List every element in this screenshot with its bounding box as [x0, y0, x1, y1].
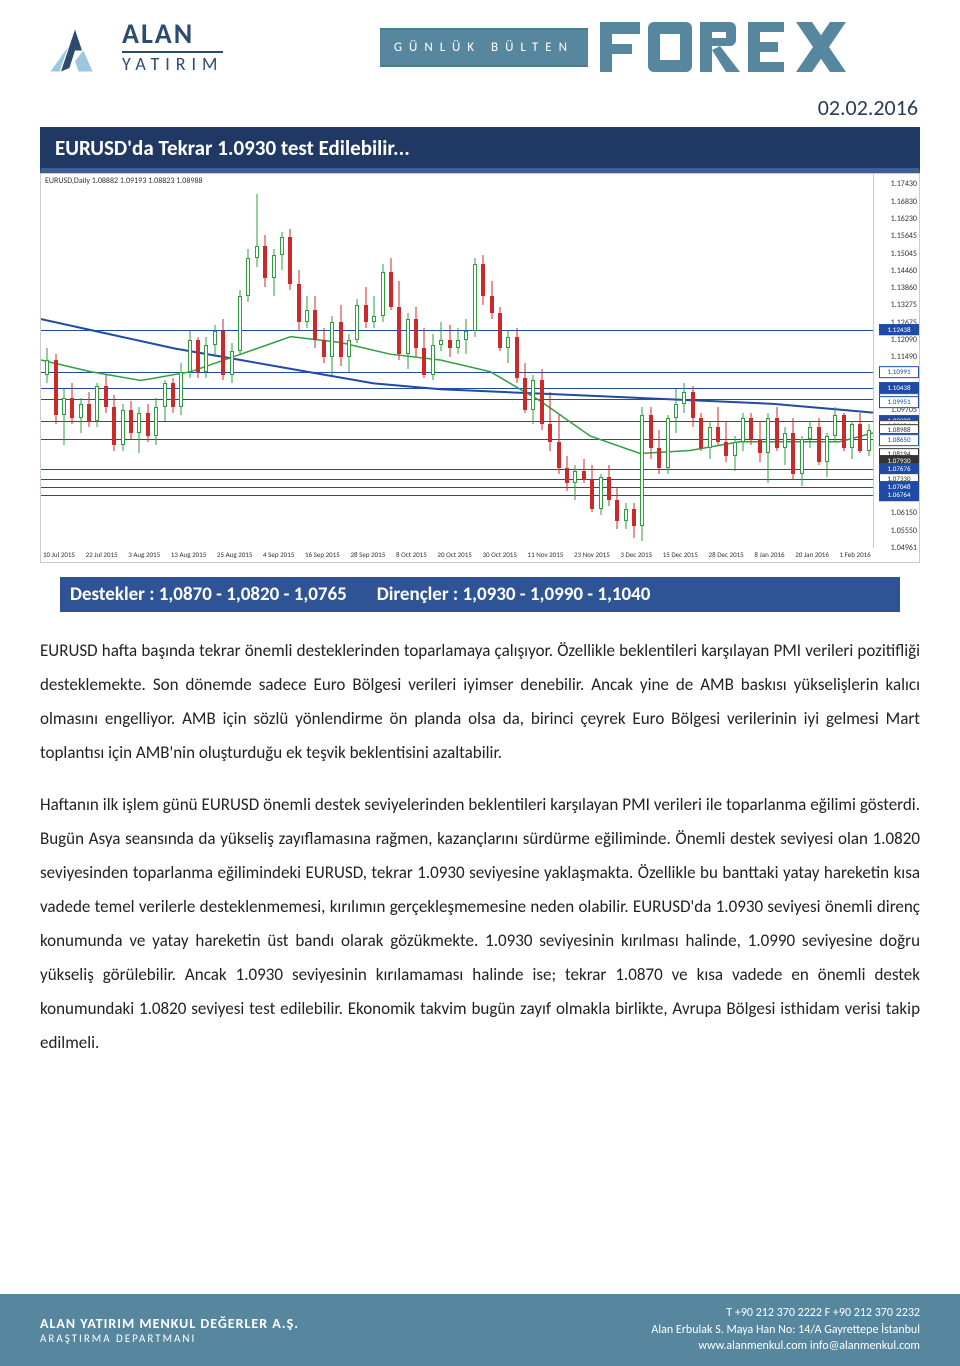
footer-phones: T +90 212 370 2222 F +90 212 370 2232: [651, 1305, 920, 1322]
y-tick: 1.13860: [891, 283, 917, 293]
x-tick: 28 Sep 2015: [350, 550, 385, 562]
x-tick: 30 Oct 2015: [482, 550, 516, 562]
title-text: EURUSD'da Tekrar 1.0930 test Edilebilir.…: [55, 135, 410, 161]
support-values: 1,0870 - 1,0820 - 1,0765: [159, 583, 347, 606]
y-tick: 1.05550: [891, 526, 917, 536]
x-tick: 1 Feb 2016: [840, 550, 871, 562]
price-tag: 1.06764: [879, 490, 919, 502]
x-tick: 3 Aug 2015: [128, 550, 160, 562]
x-tick: 8 Oct 2015: [396, 550, 427, 562]
footer-address: Alan Erbulak S. Maya Han No: 14/A Gayret…: [651, 1322, 920, 1339]
analysis-paragraph-1: EURUSD hafta başında tekrar önemli deste…: [40, 634, 920, 770]
x-tick: 25 Aug 2015: [217, 550, 252, 562]
y-tick: 1.06150: [891, 508, 917, 518]
x-tick: 15 Dec 2015: [663, 550, 698, 562]
resistance-label: Dirençler :: [377, 583, 458, 606]
x-tick: 13 Aug 2015: [171, 550, 206, 562]
y-tick: 1.15045: [891, 249, 917, 259]
footer-web: www.alanmenkul.com info@alanmenkul.com: [651, 1338, 920, 1355]
y-tick: 1.14460: [891, 266, 917, 276]
page-header: ALAN YATIRIM GÜNLÜK BÜLTEN: [0, 0, 960, 86]
x-tick: 4 Sep 2015: [263, 550, 294, 562]
x-tick: 10 Jul 2015: [43, 550, 75, 562]
analysis-paragraph-2: Haftanın ilk işlem günü EURUSD önemli de…: [40, 788, 920, 1060]
x-tick: 16 Sep 2015: [305, 550, 340, 562]
x-tick: 11 Nov 2015: [528, 550, 564, 562]
company-logo-text: ALAN YATIRIM: [122, 21, 223, 73]
x-tick: 8 Jan 2016: [754, 550, 784, 562]
page-footer: ALAN YATIRIM MENKUL DEĞERLER A.Ş. ARAŞTI…: [0, 1294, 960, 1366]
footer-department: ARAŞTIRMA DEPARTMANI: [40, 1332, 299, 1345]
x-tick: 22 Jul 2015: [86, 550, 118, 562]
x-tick: 20 Oct 2015: [437, 550, 471, 562]
resistance-values: 1,0930 - 1,0990 - 1,1040: [462, 583, 650, 606]
brand-name-bottom: YATIRIM: [122, 56, 223, 73]
analysis-body: EURUSD hafta başında tekrar önemli deste…: [0, 612, 960, 1060]
x-tick: 20 Jan 2016: [795, 550, 829, 562]
ma-overlay: [41, 184, 873, 548]
x-tick: 28 Dec 2015: [709, 550, 744, 562]
y-tick: 1.15645: [891, 231, 917, 241]
y-tick: 1.04961: [891, 543, 917, 553]
title-bar: EURUSD'da Tekrar 1.0930 test Edilebilir.…: [40, 127, 920, 173]
company-logo: ALAN YATIRIM: [40, 12, 223, 82]
price-chart: EURUSD,Daily 1.08882 1.09193 1.08823 1.0…: [40, 173, 920, 563]
forex-logo-icon: [600, 14, 920, 80]
support-label: Destekler :: [70, 583, 154, 606]
y-tick: 1.13275: [891, 300, 917, 310]
price-tag: 1.10991: [879, 366, 919, 378]
bulletin-badge: GÜNLÜK BÜLTEN: [380, 28, 588, 67]
brand-name-top: ALAN: [122, 21, 223, 48]
x-tick: 23 Nov 2015: [574, 550, 610, 562]
chart-y-axis: 1.17430 1.16830 1.16230 1.15645 1.15045 1.144…: [873, 174, 919, 548]
support-resistance-bar: Destekler : 1,0870 - 1,0820 - 1,0765 Dir…: [60, 577, 900, 612]
y-tick: 1.17430: [891, 179, 917, 189]
x-tick: 3 Dec 2015: [620, 550, 652, 562]
y-tick: 1.16230: [891, 214, 917, 224]
y-tick: 1.16830: [891, 197, 917, 207]
footer-company: ALAN YATIRIM MENKUL DEĞERLER A.Ş.: [40, 1315, 299, 1332]
y-tick: 1.12090: [891, 335, 917, 345]
chart-x-axis: 10 Jul 2015 22 Jul 2015 3 Aug 2015 13 Aug 2…: [41, 548, 873, 562]
price-tag: 1.09951: [879, 396, 919, 408]
y-tick: 1.11490: [891, 352, 917, 362]
report-date: 02.02.2016: [0, 86, 960, 127]
alan-logo-icon: [40, 12, 110, 82]
price-tag: 1.08650: [879, 434, 919, 446]
price-tag: 1.12438: [879, 324, 919, 336]
